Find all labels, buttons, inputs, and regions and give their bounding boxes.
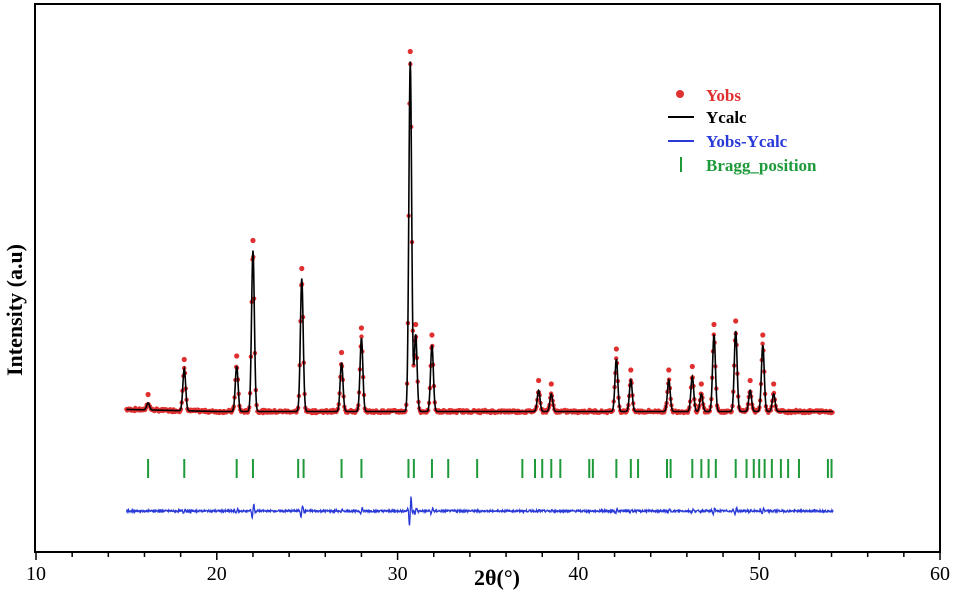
x-axis-ticks — [35, 552, 941, 560]
yobs-point — [771, 381, 777, 387]
yobs-point — [234, 353, 240, 359]
yobs-point — [407, 48, 413, 55]
yobs-point — [711, 321, 717, 328]
legend-yobs-marker — [676, 90, 684, 98]
yobs-point — [760, 341, 765, 346]
yobs-point — [250, 237, 256, 244]
bragg-markers — [147, 459, 833, 478]
yobs-point — [698, 381, 704, 387]
legend-bragg-label: Bragg_position — [706, 156, 817, 175]
yobs-point — [548, 381, 554, 387]
yobs-point — [747, 377, 753, 384]
x-tick-label: 30 — [388, 563, 408, 585]
yobs-point — [338, 349, 345, 356]
yobs-point — [299, 265, 305, 272]
legend-diff-label: Yobs-Ycalc — [706, 132, 788, 151]
yobs-point — [145, 391, 151, 398]
yobs-point — [613, 346, 619, 352]
x-tick-label: 40 — [568, 563, 588, 585]
x-tick-label: 10 — [26, 563, 46, 585]
legend-ycalc-label: Ycalc — [706, 108, 747, 127]
yobs-point — [733, 318, 739, 324]
x-tick-label: 20 — [207, 563, 227, 585]
yobs-point — [628, 367, 634, 373]
yobs-point — [413, 321, 419, 328]
x-tick-label: 60 — [930, 563, 950, 585]
yobs-point — [666, 367, 672, 373]
yobs-point — [429, 332, 435, 338]
yobs-point — [689, 363, 695, 370]
legend: Yobs Ycalc Yobs-Ycalc Bragg_position — [668, 86, 817, 175]
legend-yobs-label: Yobs — [706, 86, 741, 105]
x-axis-tick-labels: 10 20 30 40 50 60 — [26, 563, 950, 585]
yobs-point — [536, 377, 542, 384]
yobs-point — [181, 356, 187, 363]
x-tick-label: 50 — [749, 563, 769, 585]
yobs-point — [359, 334, 364, 339]
yobs-point — [760, 332, 766, 338]
yobs-point — [358, 325, 365, 331]
difference-line — [125, 496, 834, 526]
x-axis-title: 2θ(°) — [474, 565, 520, 590]
ycalc-line — [126, 61, 833, 413]
yobs-point — [614, 356, 619, 361]
y-axis-title: Intensity (a.u) — [2, 244, 27, 376]
plot-frame — [34, 3, 941, 553]
